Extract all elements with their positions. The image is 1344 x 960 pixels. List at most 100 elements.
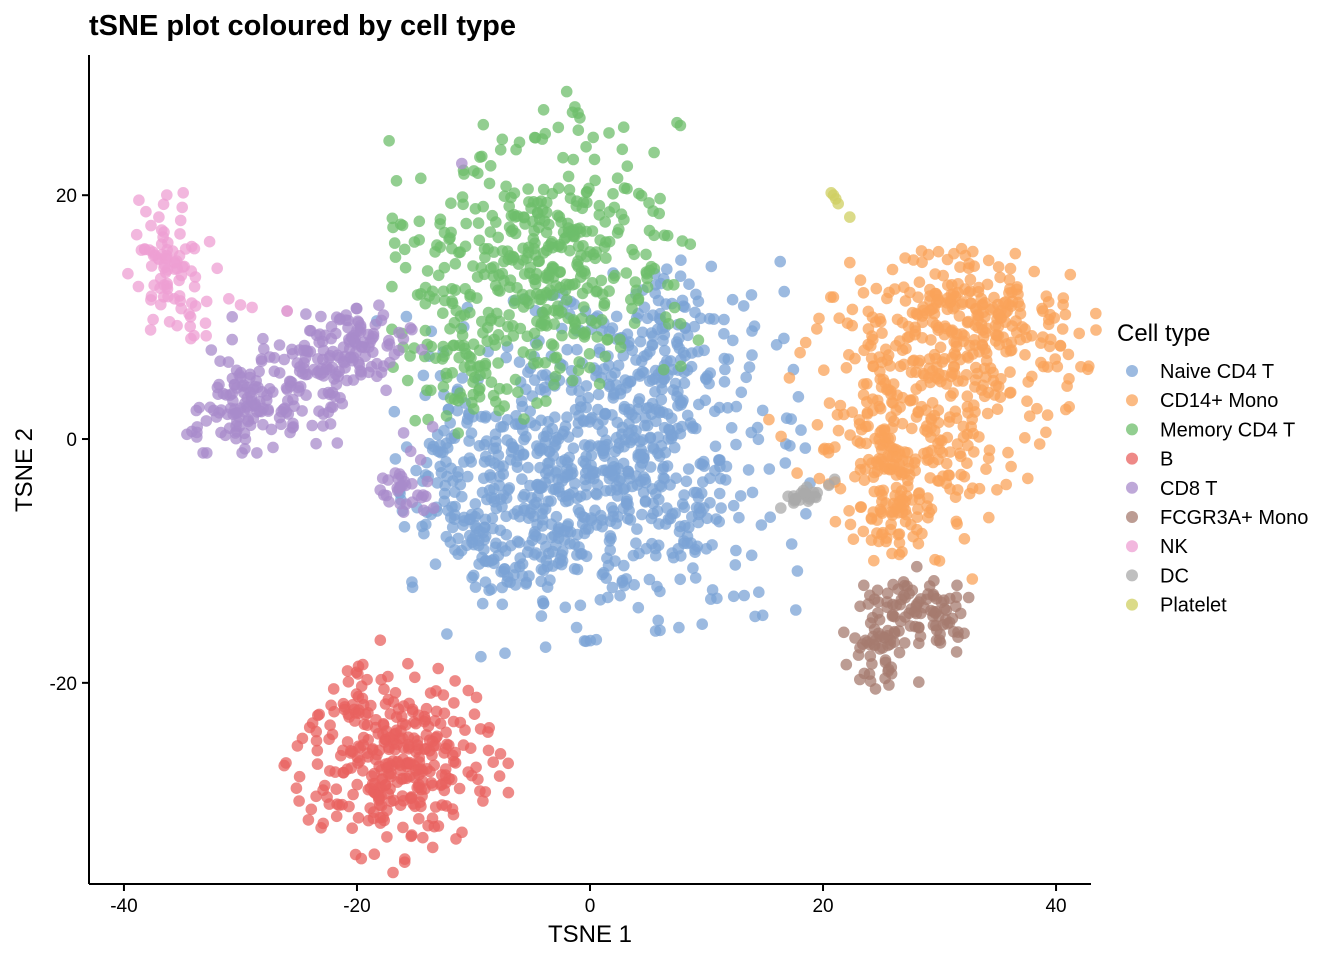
legend-title: Cell type: [1117, 320, 1210, 347]
data-point: [894, 360, 907, 373]
data-point: [674, 317, 687, 330]
data-point: [448, 509, 461, 521]
data-point: [426, 421, 439, 433]
data-point: [620, 267, 633, 279]
data-point: [591, 331, 603, 343]
data-point: [649, 625, 662, 637]
data-point: [287, 393, 299, 406]
data-point: [626, 409, 638, 421]
data-point: [493, 470, 506, 483]
data-point: [1054, 340, 1067, 352]
data-point: [454, 246, 467, 258]
data-point: [432, 662, 445, 675]
data-point: [311, 744, 324, 757]
data-point: [494, 748, 507, 760]
data-point: [518, 268, 531, 280]
legend-label: FCGR3A+ Mono: [1160, 507, 1308, 529]
data-point: [916, 527, 928, 540]
data-point: [633, 393, 646, 405]
chart-title: tSNE plot coloured by cell type: [89, 10, 516, 42]
data-point: [840, 362, 853, 374]
data-point: [135, 244, 148, 256]
data-point: [546, 422, 559, 435]
data-point: [509, 211, 522, 223]
data-point: [567, 153, 580, 166]
data-point: [934, 341, 947, 354]
data-point: [978, 362, 991, 375]
data-point: [888, 610, 901, 623]
data-point: [891, 498, 904, 511]
data-point: [540, 395, 552, 407]
data-point: [609, 445, 621, 458]
data-point: [893, 537, 906, 549]
data-point: [584, 361, 596, 374]
data-point: [185, 240, 198, 253]
data-point: [399, 261, 412, 274]
data-point: [400, 310, 413, 323]
data-point: [696, 458, 709, 471]
data-point: [487, 270, 500, 282]
data-point: [813, 312, 825, 325]
data-point: [673, 332, 685, 345]
data-point: [281, 305, 293, 317]
data-point: [981, 278, 994, 291]
data-point: [492, 231, 505, 244]
data-point: [355, 369, 367, 381]
data-point: [373, 299, 385, 312]
data-point: [531, 339, 543, 351]
data-point: [912, 291, 924, 304]
data-point: [446, 283, 458, 295]
data-point: [421, 475, 434, 488]
data-point: [942, 279, 954, 292]
data-point: [846, 319, 858, 332]
data-point: [1019, 349, 1031, 361]
data-point: [493, 315, 506, 328]
data-point: [1040, 290, 1053, 303]
data-point: [255, 355, 268, 368]
data-point: [683, 278, 695, 291]
data-point: [729, 559, 742, 571]
data-point: [553, 481, 565, 494]
data-point: [543, 547, 555, 560]
data-point: [1028, 265, 1040, 278]
data-point: [869, 683, 882, 695]
data-point: [548, 304, 560, 317]
data-point: [648, 146, 660, 159]
data-point: [892, 583, 904, 595]
data-point: [444, 323, 456, 335]
data-point: [157, 291, 170, 303]
data-point: [983, 444, 996, 457]
data-point: [284, 426, 296, 439]
data-point: [727, 499, 740, 512]
data-point: [1075, 361, 1087, 373]
data-point: [652, 539, 665, 552]
data-point: [983, 511, 995, 524]
data-point: [961, 350, 973, 363]
data-point: [541, 581, 554, 593]
data-point: [899, 295, 912, 307]
x-tick-label: 20: [812, 896, 833, 917]
data-point: [603, 285, 615, 297]
data-point: [1049, 353, 1061, 365]
data-point: [933, 475, 945, 487]
data-point: [940, 613, 952, 626]
data-point: [899, 252, 911, 264]
data-point: [654, 192, 666, 205]
data-point: [326, 728, 339, 741]
data-point: [420, 702, 433, 715]
data-point: [578, 301, 590, 313]
data-point: [813, 472, 826, 485]
data-point: [685, 360, 698, 373]
data-point: [1057, 292, 1070, 304]
data-point: [742, 464, 755, 476]
data-point: [404, 445, 417, 458]
data-point: [532, 356, 544, 369]
data-point: [571, 343, 583, 356]
data-point: [957, 375, 969, 387]
data-point: [956, 298, 968, 311]
data-point: [312, 709, 324, 722]
data-point: [446, 521, 459, 534]
data-point: [489, 339, 502, 351]
data-point: [913, 276, 926, 289]
data-point: [937, 269, 949, 282]
